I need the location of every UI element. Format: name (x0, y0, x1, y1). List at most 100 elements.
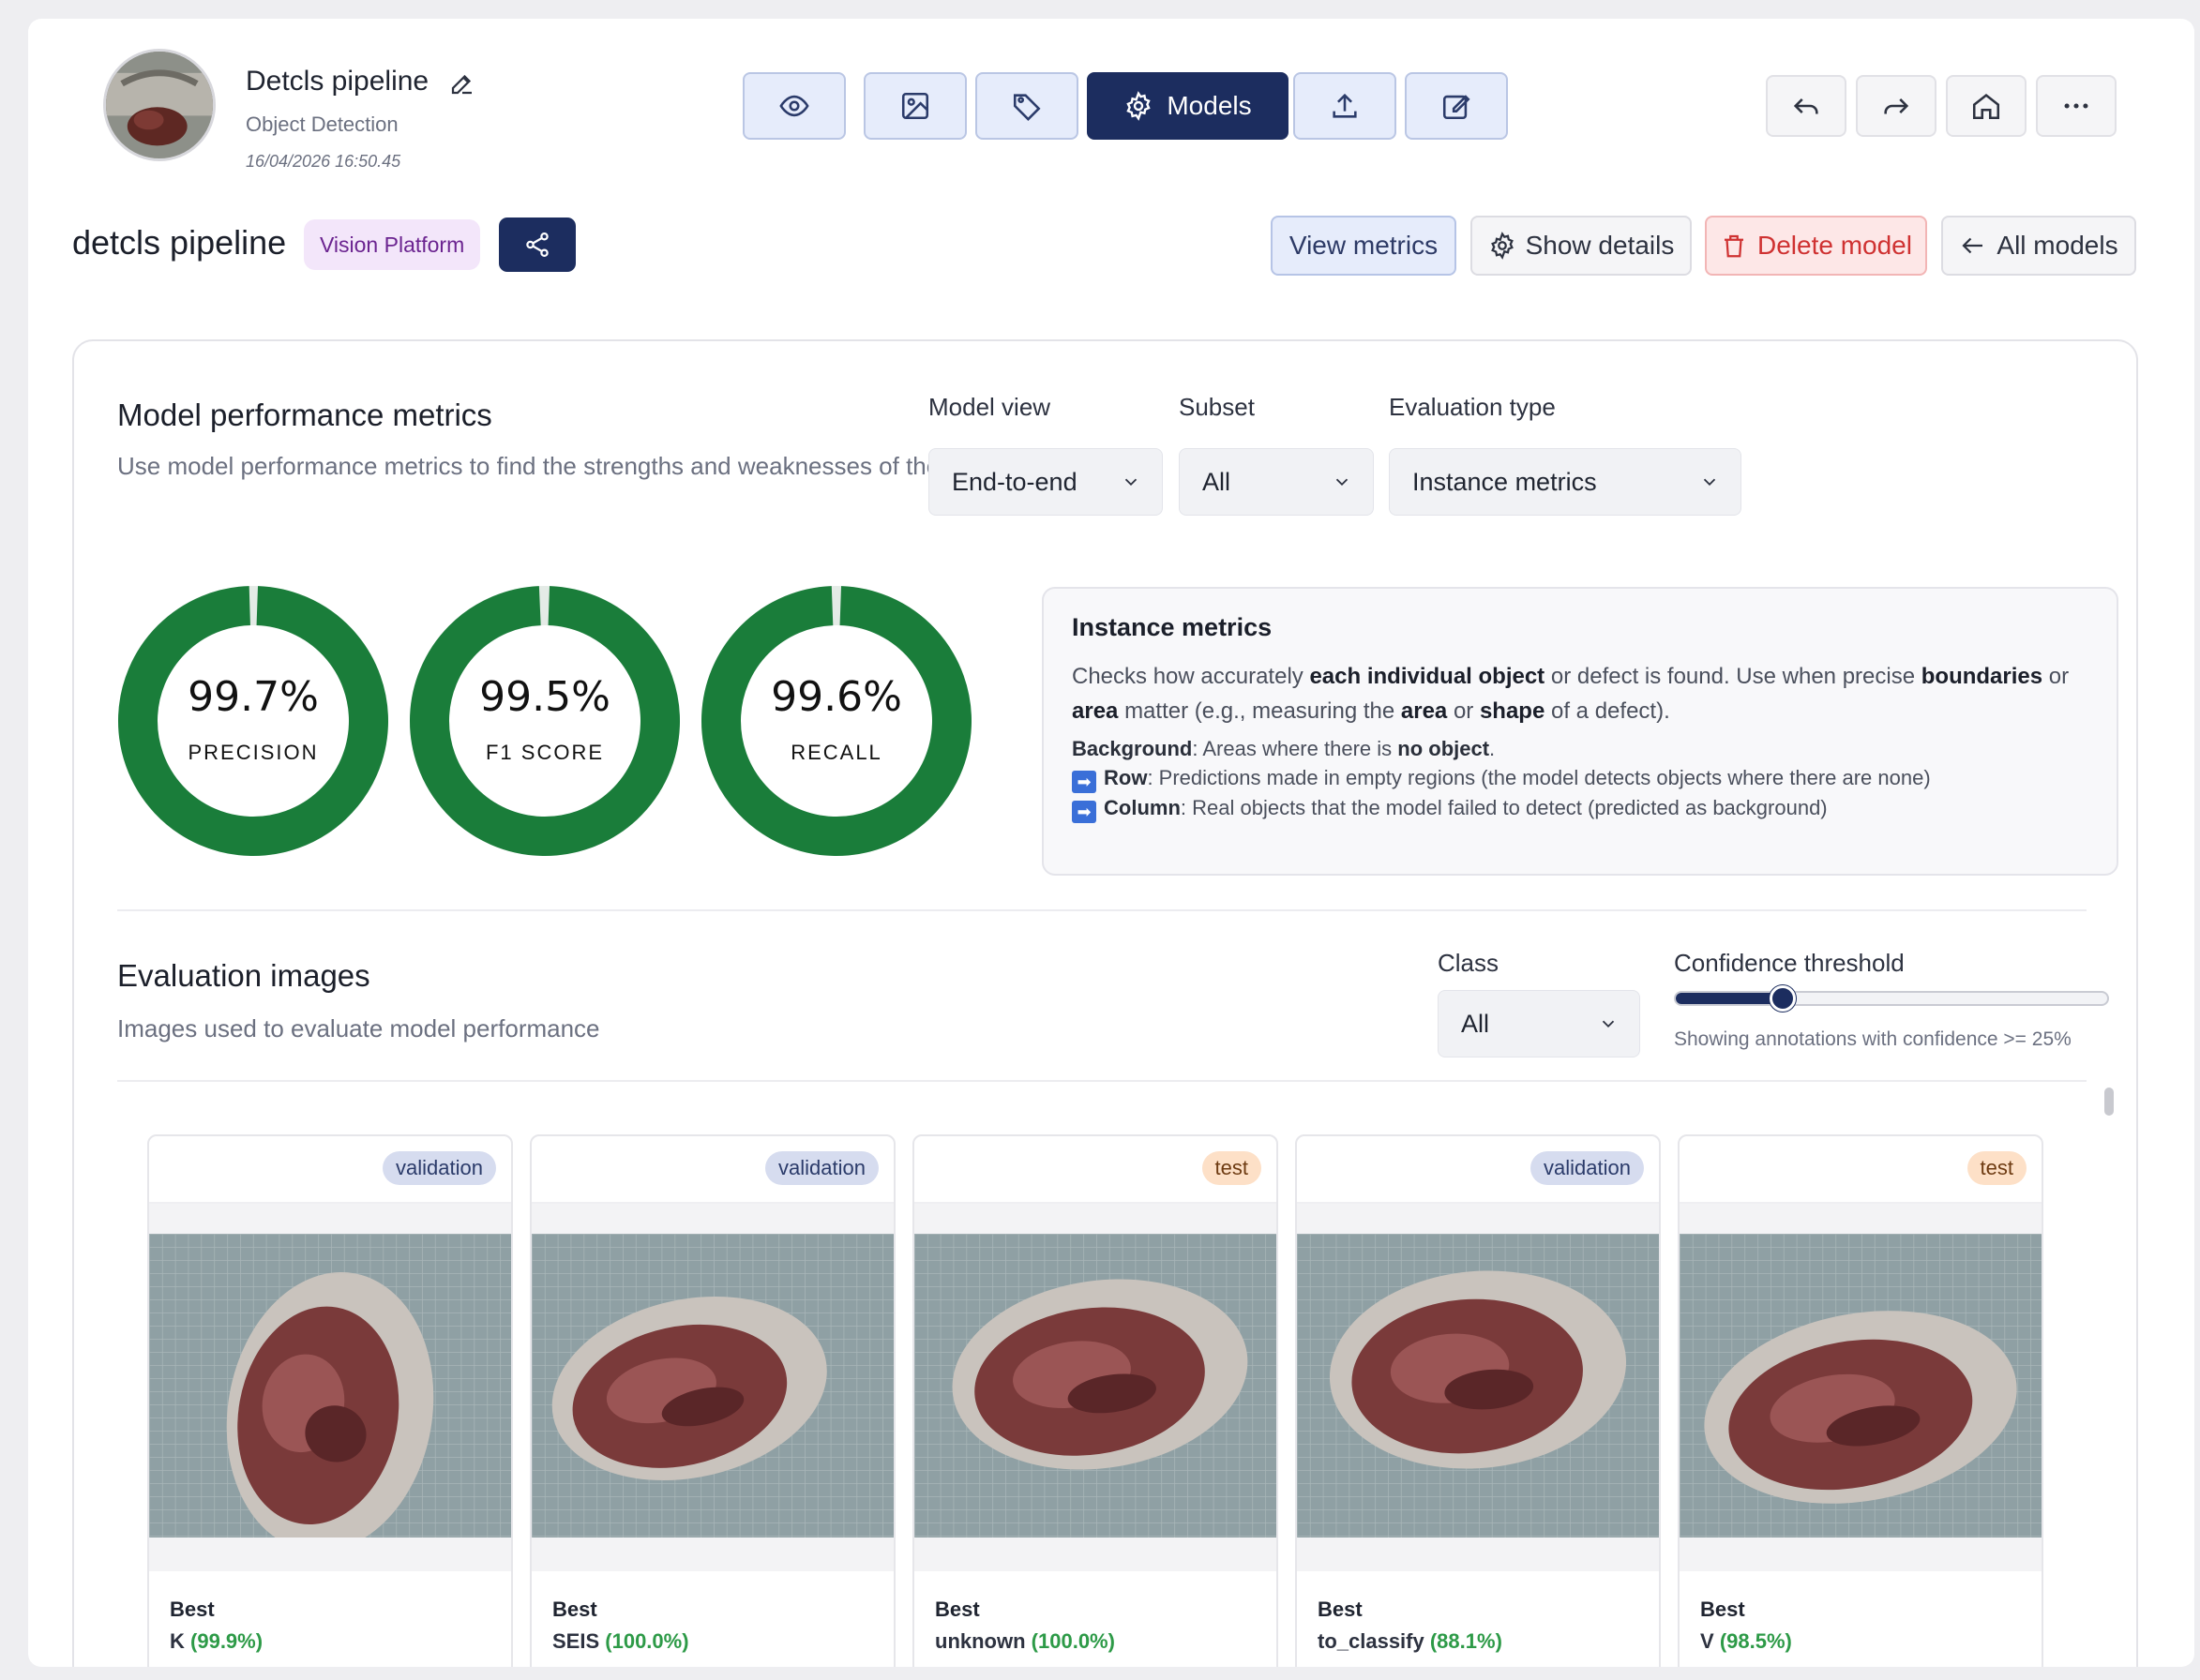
metric-donut-f1-score: 99.5% F1 SCORE (409, 585, 681, 857)
prediction-confidence: (98.5%) (1719, 1629, 1792, 1653)
evaluation-image-card[interactable]: test Best V (98.5%) (1678, 1134, 2043, 1667)
info-row: ➡ Row: Predictions made in empty regions … (1072, 763, 2088, 793)
prediction-class: to_classify (1318, 1629, 1424, 1653)
image-icon (901, 92, 929, 120)
metric-donut-precision: 99.7% PRECISION (117, 585, 389, 857)
subset-label: Subset (1179, 393, 1255, 421)
donut-chart (410, 586, 680, 856)
project-title: Detcls pipeline (246, 66, 429, 97)
home-button[interactable] (1946, 75, 2027, 137)
evaluation-image-card[interactable]: validation Best SEIS (100.0%) (530, 1134, 896, 1667)
prediction-class: unknown (935, 1629, 1026, 1653)
pencil-icon[interactable] (448, 69, 476, 98)
model-name: detcls pipeline (72, 223, 287, 262)
undo-icon (1793, 98, 1818, 114)
delete-model-label: Delete model (1757, 231, 1912, 260)
info-background: Background: Areas where there is no obje… (1072, 737, 1496, 760)
evaluation-type-select[interactable]: Instance metrics (1389, 448, 1741, 516)
sample-image[interactable] (914, 1234, 1276, 1538)
model-view-value: End-to-end (952, 467, 1077, 496)
info-title: Instance metrics (1072, 613, 1273, 641)
show-details-button[interactable]: Show details (1470, 216, 1692, 276)
metric-label: PRECISION (188, 741, 319, 764)
view-button[interactable] (743, 72, 846, 140)
card-footer: Best SEIS (100.0%) (532, 1571, 894, 1667)
prediction: unknown (100.0%) (935, 1629, 1256, 1654)
section-divider (117, 909, 2087, 911)
card-footer: Best unknown (100.0%) (914, 1571, 1276, 1667)
prediction: to_classify (88.1%) (1318, 1629, 1638, 1654)
card-footer: Best V (98.5%) (1680, 1571, 2042, 1667)
sample-image[interactable] (1680, 1234, 2042, 1538)
metric-label: F1 SCORE (485, 741, 605, 764)
confidence-slider-fill (1676, 993, 1784, 1004)
labels-button[interactable] (975, 72, 1078, 140)
metrics-card: Model performance metrics Use model perf… (72, 339, 2138, 1667)
arrow-left-icon (1962, 237, 1983, 254)
more-button[interactable] (2036, 75, 2117, 137)
eye-icon (779, 95, 809, 117)
view-metrics-button[interactable]: View metrics (1271, 216, 1456, 276)
gear-icon (1126, 91, 1152, 121)
model-view-select[interactable]: End-to-end (928, 448, 1163, 516)
chevron-down-icon (1335, 478, 1349, 487)
prediction-confidence: (100.0%) (605, 1629, 689, 1653)
metric-label: RECALL (791, 741, 882, 764)
export-button[interactable] (1293, 72, 1396, 140)
prediction: SEIS (100.0%) (552, 1629, 873, 1654)
card-header: test (914, 1136, 1276, 1204)
sample-image[interactable] (532, 1234, 894, 1538)
evaluation-image-card[interactable]: validation Best K (99.9%) (147, 1134, 513, 1667)
all-models-button[interactable]: All models (1941, 216, 2136, 276)
app-window: Detcls pipeline Object Detection 16/04/2… (28, 19, 2194, 1667)
prediction-class: K (170, 1629, 185, 1653)
split-badge: validation (765, 1151, 879, 1185)
prediction-confidence: (88.1%) (1429, 1629, 1502, 1653)
image-area (1680, 1204, 2042, 1571)
instance-metrics-info: Instance metrics Checks how accurately e… (1042, 587, 2118, 876)
chevron-down-icon (1124, 478, 1138, 487)
view-metrics-label: View metrics (1288, 231, 1439, 260)
edit-icon (1442, 95, 1470, 120)
class-value: All (1461, 1009, 1490, 1038)
models-tab-label: Models (1167, 91, 1252, 120)
project-avatar[interactable] (103, 49, 216, 161)
project-date: 16/04/2026 16:50.45 (246, 152, 401, 171)
share-button[interactable] (499, 218, 576, 272)
redo-icon (1884, 98, 1909, 114)
evaluation-image-card[interactable]: test Best unknown (100.0%) (912, 1134, 1278, 1667)
show-details-label: Show details (1525, 231, 1675, 260)
split-badge: validation (1530, 1151, 1644, 1185)
confidence-slider-thumb[interactable] (1770, 985, 1796, 1012)
metric-value: 99.5% (479, 673, 610, 721)
gear-icon (1490, 232, 1514, 260)
trash-icon (1725, 234, 1743, 258)
performance-title: Model performance metrics (117, 398, 492, 432)
models-tab[interactable]: Models (1087, 72, 1288, 140)
platform-badge: Vision Platform (304, 219, 481, 270)
images-scrollbar[interactable] (2104, 1088, 2114, 1116)
prediction: K (99.9%) (170, 1629, 490, 1654)
best-label: Best (552, 1598, 597, 1621)
subset-select[interactable]: All (1179, 448, 1374, 516)
donut-arc (117, 586, 388, 856)
card-header: validation (149, 1136, 511, 1204)
evaluation-type-value: Instance metrics (1412, 467, 1597, 496)
card-footer: Best to_classify (88.1%) (1297, 1571, 1659, 1667)
sample-image[interactable] (1297, 1234, 1659, 1538)
share-icon (526, 232, 549, 257)
undo-button[interactable] (1766, 75, 1846, 137)
annotate-button[interactable] (1405, 72, 1508, 140)
evaluation-subtitle: Images used to evaluate model performanc… (117, 1014, 600, 1042)
class-select[interactable]: All (1438, 990, 1640, 1058)
subset-value: All (1202, 467, 1231, 496)
redo-button[interactable] (1856, 75, 1936, 137)
images-button[interactable] (864, 72, 967, 140)
arrow-right-icon: ➡ (1072, 771, 1096, 793)
delete-model-button[interactable]: Delete model (1705, 216, 1927, 276)
confidence-slider[interactable] (1674, 991, 2109, 1006)
sample-image[interactable] (149, 1234, 511, 1538)
card-header: validation (1297, 1136, 1659, 1204)
evaluation-image-card[interactable]: validation Best to_classify (88.1%) (1295, 1134, 1661, 1667)
performance-subtitle: Use model performance metrics to find th… (117, 452, 1014, 480)
